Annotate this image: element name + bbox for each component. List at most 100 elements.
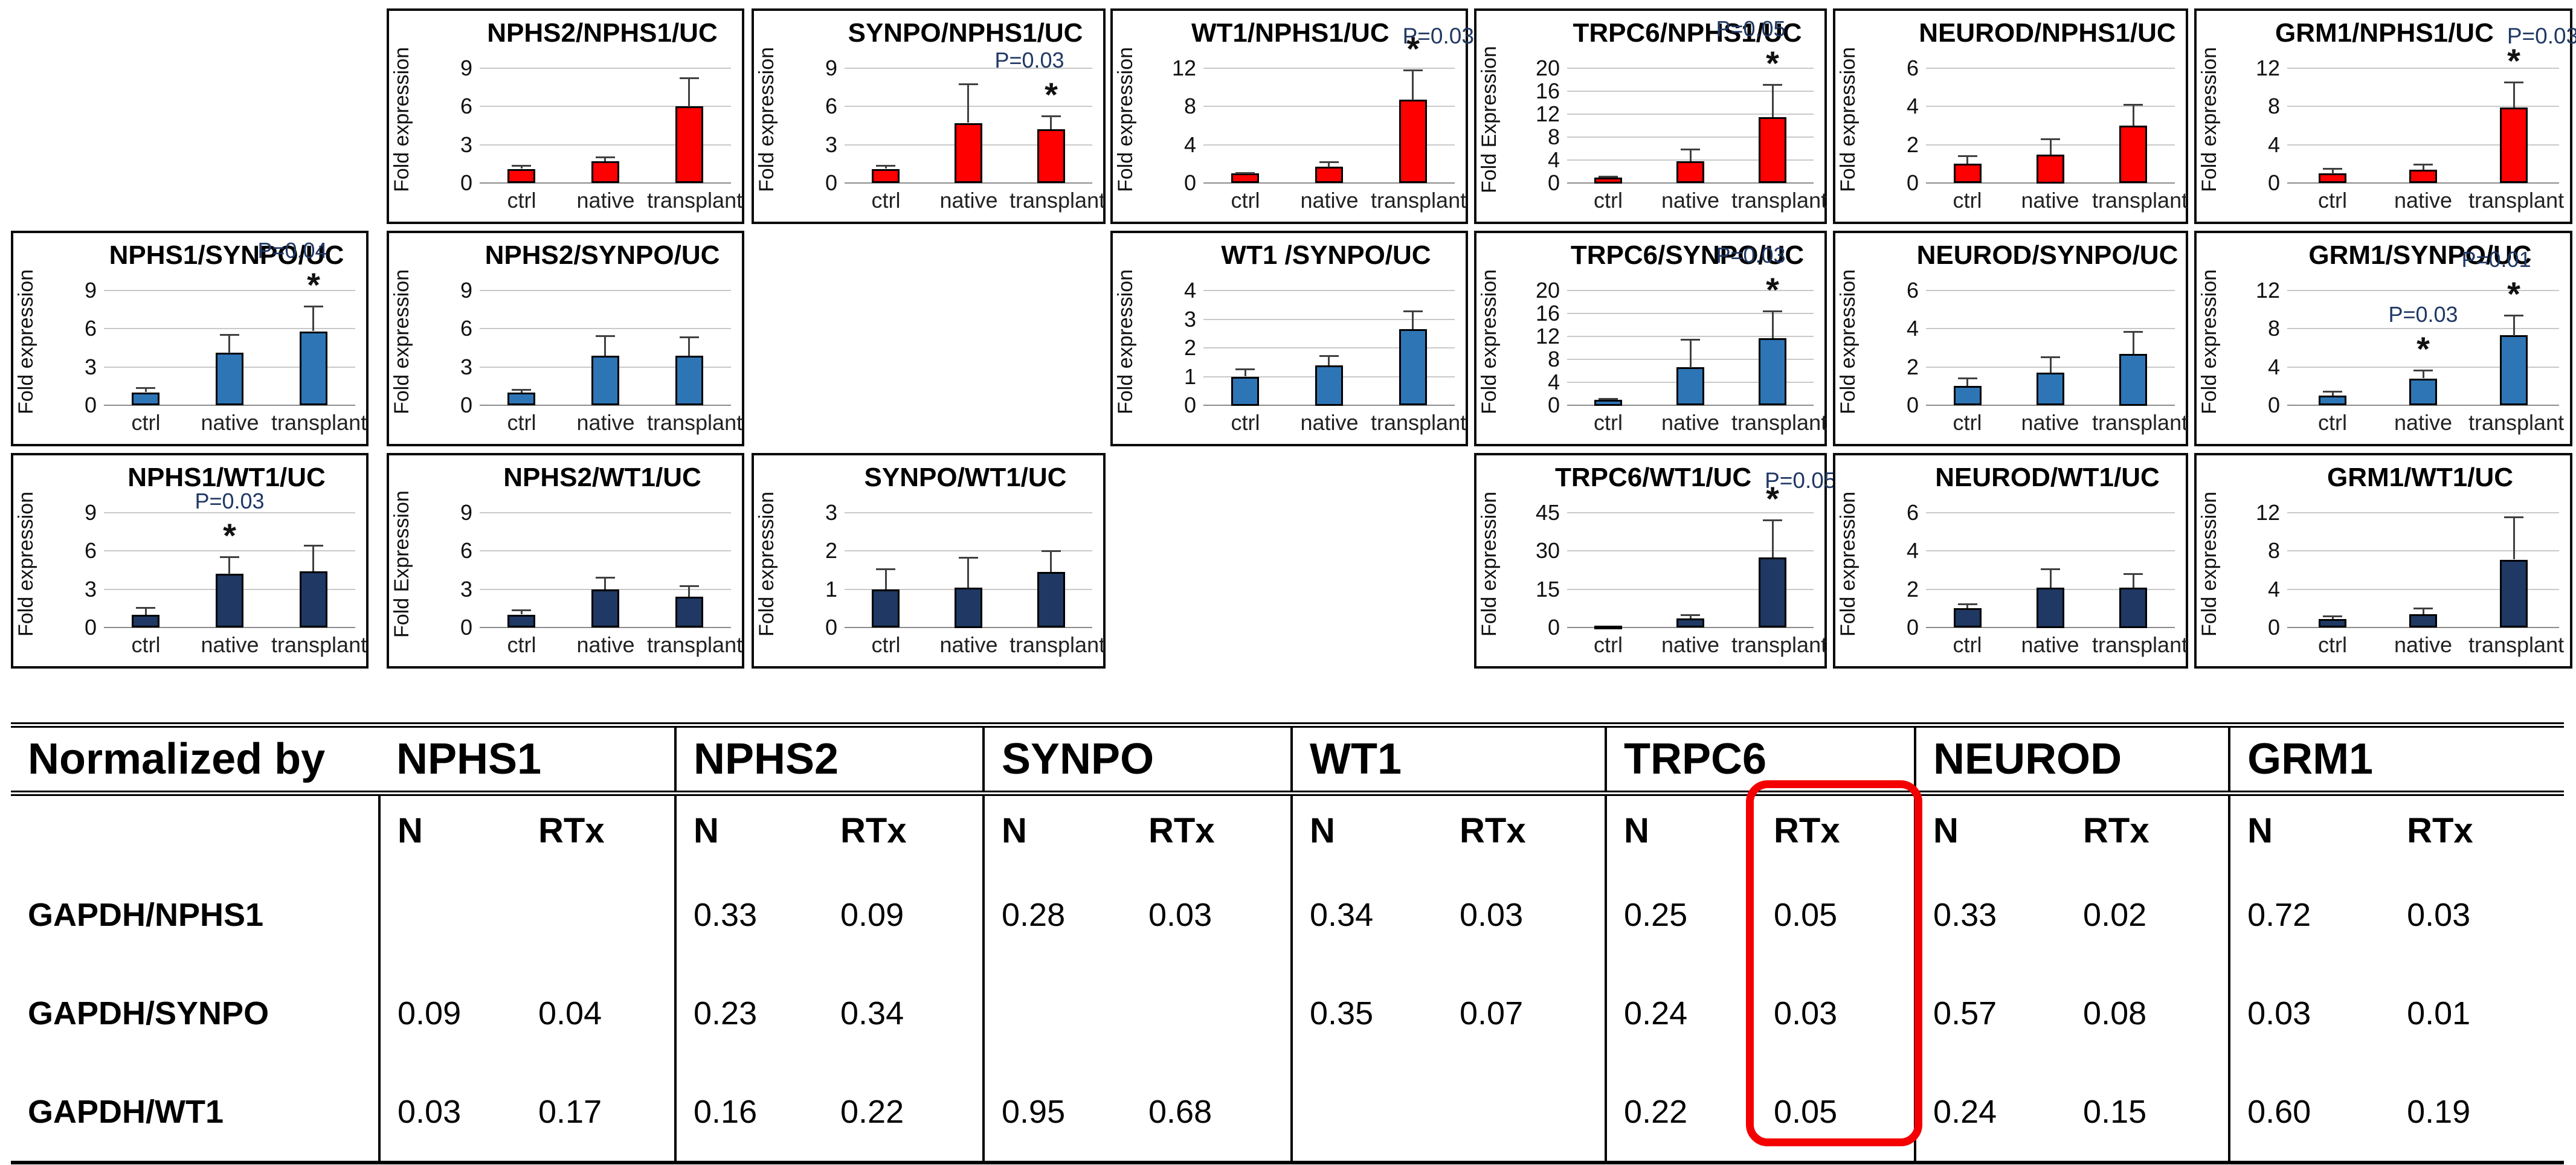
- chart-title-row: TRPC6/NPHS1/UC: [1555, 18, 1820, 48]
- error-bar-cap: [1599, 176, 1618, 178]
- value-rtx: [521, 865, 675, 964]
- chart-title: NEUROD/SYNPO/UC: [1916, 240, 2178, 270]
- error-bar: [2332, 391, 2334, 396]
- y-axis-label: Fold expression: [14, 269, 37, 415]
- gridline: [480, 627, 731, 628]
- gridline: [2287, 627, 2559, 628]
- y-tick-label: 0: [2267, 170, 2280, 195]
- y-axis-label: Fold expression: [14, 492, 37, 637]
- y-tick-label: 9: [460, 56, 472, 80]
- gridline: [845, 512, 1092, 513]
- value-n: 0.60: [2228, 1062, 2391, 1163]
- pvalue-table: Normalized by NPHS1 NPHS2 SYNPO WT1 TRPC6 NEUR…: [11, 722, 2565, 1164]
- error-bar: [1966, 155, 1968, 164]
- chart-title-row: NEUROD/WT1/UC: [1914, 463, 2181, 493]
- subheader-n-nphs1: N: [378, 793, 521, 865]
- y-tick-label: 9: [825, 56, 837, 80]
- subheader-rtx-nphs2: RTx: [840, 811, 907, 850]
- x-tick-label: native: [2394, 632, 2453, 657]
- gridline: [104, 550, 355, 551]
- x-tick-label: ctrl: [1953, 632, 1982, 657]
- bar-transplant: [1759, 338, 1786, 405]
- error-bar-cap: [2323, 615, 2342, 617]
- gridline: [1567, 91, 1814, 92]
- error-bar-cap: [596, 577, 615, 579]
- significance-star: *: [1045, 75, 1058, 114]
- x-tick-label: ctrl: [507, 410, 536, 435]
- chart-neurod-nphs1-uc: NEUROD/NPHS1/UC Fold expression 0 2 4 6 ctrl na…: [1833, 8, 2188, 224]
- gridline: [104, 405, 355, 406]
- y-tick-label: 3: [460, 355, 472, 379]
- y-tick-label: 6: [825, 94, 837, 118]
- chart-trpc6-nphs1-uc: TRPC6/NPHS1/UC Fold Expression 0 4 8 12 16 20 ct…: [1474, 8, 1827, 224]
- row-label: GAPDH/NPHS1: [28, 896, 264, 933]
- error-bar-cap: [2124, 573, 2143, 575]
- x-tick-label: ctrl: [507, 632, 536, 657]
- group-header-nphs1: NPHS1: [396, 735, 542, 783]
- error-bar-cap: [1235, 368, 1255, 370]
- error-bar-cap: [1681, 339, 1700, 341]
- x-tick-label: ctrl: [2318, 188, 2347, 213]
- gridline: [480, 328, 731, 329]
- y-tick-label: 0: [1547, 615, 1560, 640]
- y-tick-label: 0: [1183, 170, 1196, 195]
- bar-native: [591, 589, 619, 627]
- y-tick-label: 4: [2267, 577, 2280, 602]
- bar-ctrl: [2319, 619, 2346, 627]
- chart-title: WT1/NPHS1/UC: [1191, 18, 1389, 48]
- bar-ctrl: [1954, 608, 1982, 627]
- y-tick-label: 15: [1535, 577, 1560, 602]
- chart-synpo-nphs1-uc: SYNPO/NPHS1/UC Fold expression 0 3 6 9 ctrl nat…: [752, 8, 1106, 224]
- error-bar: [885, 568, 887, 589]
- gridline: [480, 144, 731, 146]
- gridline: [2287, 328, 2559, 329]
- error-bar-cap: [304, 306, 323, 307]
- y-tick-label: 30: [1535, 538, 1560, 563]
- bar-native: [216, 574, 243, 627]
- value-n: 0.95: [982, 1062, 1132, 1163]
- error-bar: [2133, 573, 2134, 588]
- chart-grm1-wt1-uc: GRM1/WT1/UC Fold expression 0 4 8 12 ctrl nativ…: [2194, 453, 2572, 669]
- x-tick-label: ctrl: [131, 632, 161, 657]
- value-rtx: 0.01: [2407, 995, 2471, 1032]
- chart-wt1-synpo-uc: WT1 /SYNPO/UC Fold expression 0 1 2 3 4 ctrl nat…: [1110, 231, 1468, 446]
- error-bar-cap: [220, 334, 239, 336]
- error-bar-cap: [596, 156, 615, 158]
- significance-star: *: [2417, 330, 2430, 368]
- chart-trpc6-wt1-uc: TRPC6/WT1/UC P=0.05 Fold expression 0 15 30 45…: [1474, 453, 1836, 669]
- chart-grm1-synpo-uc: GRM1/SYNPO/UC Fold expression 0 4 8 12 ctrl * P=…: [2194, 231, 2572, 446]
- chart-title: GRM1/NPHS1/UC: [2275, 18, 2494, 48]
- gridline: [2287, 290, 2559, 291]
- y-tick-label: 12: [1171, 56, 1196, 80]
- y-tick-label: 6: [460, 316, 472, 341]
- gridline: [1203, 144, 1455, 146]
- table-header-row: Normalized by NPHS1 NPHS2 SYNPO WT1 TRPC6 NEUR…: [11, 725, 2565, 794]
- error-bar: [1412, 310, 1414, 329]
- x-tick-label: ctrl: [1594, 410, 1623, 435]
- y-tick-label: 20: [1535, 56, 1560, 80]
- error-bar: [2513, 82, 2515, 108]
- y-axis-label: Fold Expression: [1478, 46, 1501, 193]
- y-tick-label: 0: [1906, 393, 1919, 417]
- p-value-label: P=0.03: [195, 489, 265, 513]
- y-tick-label: 12: [2255, 500, 2280, 525]
- y-tick-label: 16: [1535, 79, 1560, 103]
- value-n: 0.24: [1914, 1062, 2067, 1163]
- group-header-neurod: NEUROD: [1914, 725, 2230, 794]
- gridline: [480, 405, 731, 406]
- x-tick-label: ctrl: [1231, 410, 1260, 435]
- error-bar-cap: [2323, 391, 2342, 393]
- table-row: GAPDH/NPHS1 0.33 0.09 0.28 0.03 0.34 0.03 0.25 0…: [11, 865, 2564, 964]
- y-tick-label: 0: [1183, 393, 1196, 417]
- x-tick-label: native: [576, 632, 635, 657]
- subheader-rtx-wt1: RTx: [1460, 811, 1526, 850]
- bar-ctrl: [507, 615, 535, 627]
- y-tick-label: 3: [84, 577, 97, 602]
- error-bar: [312, 306, 314, 331]
- gridline: [1567, 136, 1814, 138]
- x-tick-label: transplant: [2468, 410, 2565, 435]
- value-n: [378, 865, 521, 964]
- error-bar-cap: [2041, 568, 2060, 570]
- bar-transplant: [1759, 557, 1786, 627]
